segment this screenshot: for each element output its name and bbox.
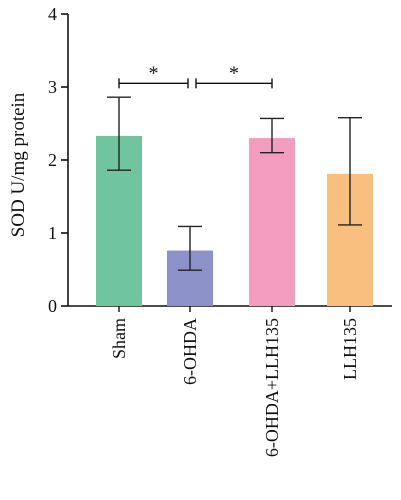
x-category-label: 6-OHDA+LLH135: [262, 318, 282, 457]
bar: [249, 138, 295, 306]
y-axis-title: SOD U/mg protein: [8, 92, 29, 237]
x-category-label: 6-OHDA: [180, 318, 200, 385]
significance-label: *: [149, 62, 159, 84]
y-tick-label: 4: [48, 4, 57, 24]
y-tick-label: 3: [48, 77, 57, 97]
x-axis-category-labels: Sham 6-OHDA 6-OHDA+LLH135 LLH135: [109, 306, 360, 457]
y-tick-label: 1: [48, 223, 57, 243]
y-tick-label: 2: [48, 150, 57, 170]
significance-brackets: * *: [118, 62, 273, 89]
y-tick-label: 0: [48, 296, 57, 316]
error-bars: [107, 96, 362, 271]
x-category-label: LLH135: [340, 318, 360, 380]
significance-label: *: [229, 62, 239, 84]
bars: [96, 135, 373, 306]
y-axis-ticks: 0 1 2 3 4: [48, 4, 68, 316]
x-category-label: Sham: [109, 318, 129, 359]
